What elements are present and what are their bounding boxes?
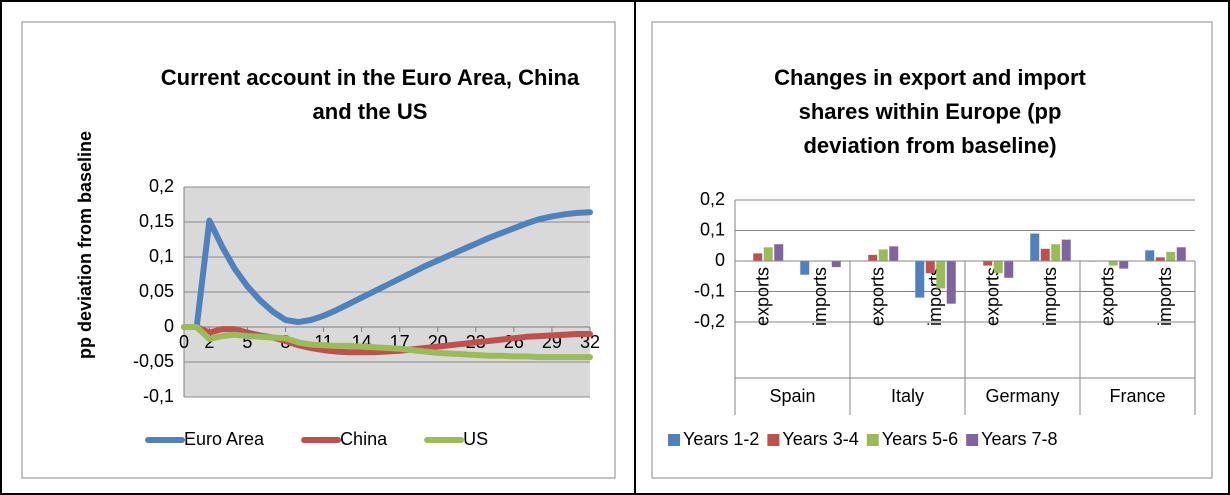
bar	[915, 261, 925, 298]
bar	[946, 261, 956, 304]
bar	[1004, 261, 1014, 278]
y-tick-label: 0,1	[149, 246, 174, 266]
chart-frame	[651, 21, 1213, 479]
bar	[983, 261, 993, 266]
legend-label: Years 1-2	[683, 429, 759, 449]
bar	[889, 246, 899, 261]
bar	[831, 261, 841, 268]
x-tick-label: imports	[810, 267, 830, 326]
legend-label: China	[340, 429, 388, 449]
legend-label: Years 3-4	[782, 429, 858, 449]
bar	[763, 247, 773, 261]
legend-label: Euro Area	[184, 429, 265, 449]
group-label: Germany	[985, 386, 1059, 406]
bar	[1108, 261, 1118, 266]
group-label: Spain	[769, 386, 815, 406]
bar	[1119, 261, 1129, 269]
legend-label: Years 5-6	[882, 429, 958, 449]
y-tick-label: 0,15	[139, 211, 174, 231]
bar	[800, 261, 810, 275]
x-tick-label: 5	[242, 332, 252, 352]
legend-swatch	[866, 434, 879, 446]
y-tick-label: 0,05	[139, 281, 174, 301]
bar	[1166, 251, 1176, 261]
x-tick-label: exports	[1098, 267, 1118, 326]
group-label: Italy	[891, 386, 924, 406]
chart-title: Current account in the Euro Area, China …	[160, 65, 580, 124]
y-tick-label: 0,2	[149, 176, 174, 196]
bar	[1176, 247, 1186, 261]
bar	[1051, 244, 1061, 261]
x-tick-label: imports	[1155, 267, 1175, 326]
bar	[878, 249, 888, 261]
y-tick-label: 0,2	[700, 189, 725, 209]
group-label: France	[1109, 386, 1165, 406]
legend-label: Years 7-8	[981, 429, 1057, 449]
y-tick-label: -0,1	[694, 280, 725, 300]
y-tick-label: 0,1	[700, 219, 725, 239]
bar	[1145, 250, 1155, 261]
y-tick-label: -0,1	[143, 386, 174, 406]
chart-frame	[21, 21, 616, 479]
x-tick-label: imports	[1040, 267, 1060, 326]
y-tick-label: -0,2	[694, 311, 725, 331]
x-tick-label: exports	[983, 267, 1003, 326]
y-tick-label: 0	[164, 316, 174, 336]
bar	[925, 261, 935, 274]
y-tick-label: -0,05	[133, 351, 174, 371]
bar	[753, 253, 763, 261]
chart-title: Changes in export and import shares with…	[774, 65, 1086, 158]
bar	[1030, 233, 1040, 261]
bar	[993, 261, 1003, 274]
x-tick-label: exports	[753, 267, 773, 326]
bar	[774, 244, 784, 261]
bar	[1040, 248, 1050, 261]
legend-swatch	[668, 434, 680, 446]
bar	[868, 254, 878, 261]
legend-swatch	[767, 434, 780, 446]
series-line	[181, 324, 593, 361]
x-tick-label: exports	[868, 267, 888, 326]
y-axis-label: pp deviation from baseline	[75, 131, 95, 359]
bar	[1155, 257, 1165, 261]
bar	[936, 261, 946, 289]
y-tick-label: 0	[715, 250, 725, 270]
legend-swatch	[966, 434, 979, 446]
legend-label: US	[463, 429, 488, 449]
x-tick-label: 0	[179, 332, 189, 352]
series-line	[181, 209, 593, 330]
bar	[1061, 239, 1071, 261]
